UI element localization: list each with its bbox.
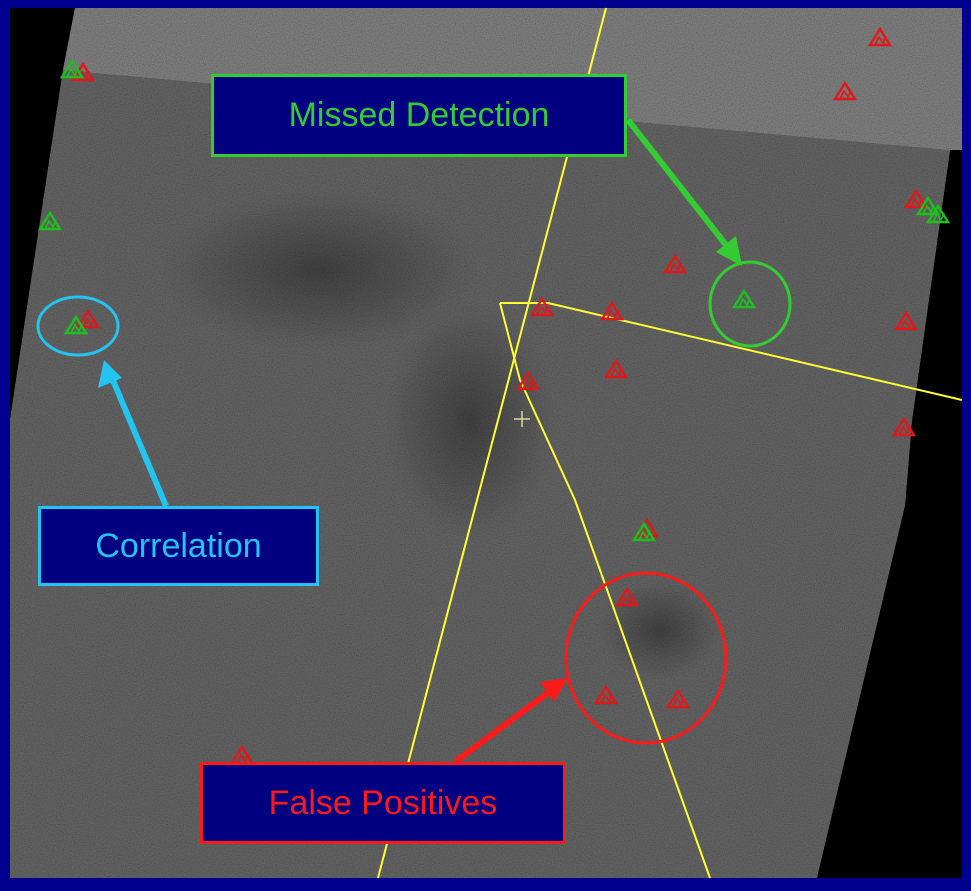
swath-line-right: [499, 302, 711, 879]
false-positives-circle: [564, 571, 728, 745]
correlation-label: Correlation: [95, 526, 262, 565]
missed-detection-circle: [708, 260, 792, 348]
dark-region: [160, 190, 480, 350]
missed-detection-callout: Missed Detection: [211, 74, 627, 157]
dark-region: [600, 580, 720, 680]
frame-right: [962, 0, 971, 886]
correlation-arrow: [98, 360, 169, 508]
frame-left: [0, 0, 10, 886]
frame-bottom: [0, 878, 971, 886]
missed-detection-arrow: [625, 118, 742, 266]
swath-line-upper: [500, 302, 963, 401]
false-positives-label: False Positives: [268, 783, 498, 822]
false-positives-arrow: [453, 678, 568, 765]
correlation-circle: [36, 295, 120, 357]
crosshair-icon: [514, 411, 530, 427]
correlation-callout: Correlation: [38, 506, 319, 586]
false-positives-callout: False Positives: [200, 762, 566, 844]
dark-region: [385, 300, 555, 540]
frame-top: [0, 0, 971, 8]
missed-detection-label: Missed Detection: [288, 96, 550, 134]
